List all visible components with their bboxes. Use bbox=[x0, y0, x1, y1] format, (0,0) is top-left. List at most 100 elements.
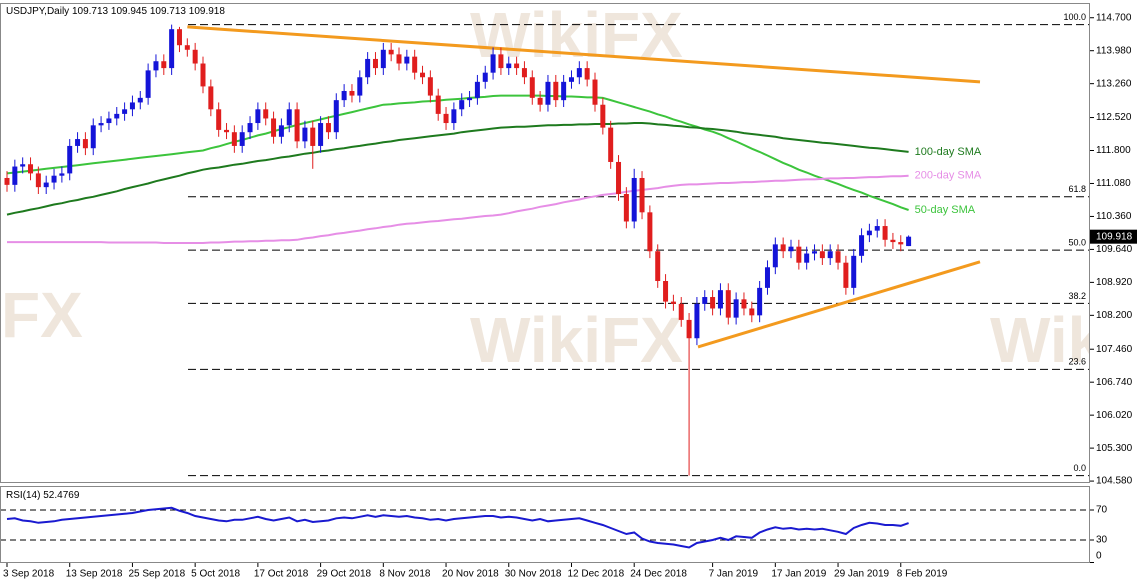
main-plot: 100.0 61.8 50.0 38.2 23.6 0.0 bbox=[4, 12, 1089, 477]
x-tick-label: 12 Dec 2018 bbox=[567, 569, 624, 580]
candle-body bbox=[90, 125, 96, 149]
rsi-title: RSI(14) bbox=[6, 490, 40, 501]
candle-body bbox=[655, 251, 661, 282]
candle-body bbox=[749, 308, 755, 316]
candle-body bbox=[890, 239, 896, 243]
candle-body bbox=[474, 81, 480, 98]
candle-body bbox=[435, 95, 441, 114]
candle-body bbox=[498, 54, 504, 69]
candle-body bbox=[145, 70, 151, 98]
candle-body bbox=[349, 90, 355, 96]
x-tick-label: 17 Jan 2019 bbox=[771, 569, 826, 580]
rsi-line bbox=[6, 506, 909, 549]
y-tick-label: 108.200 bbox=[1096, 310, 1133, 321]
rsi-header: RSI(14) 52.4769 bbox=[6, 490, 80, 501]
candle-body bbox=[529, 77, 535, 98]
candle-body bbox=[663, 281, 669, 302]
candle-body bbox=[404, 56, 410, 64]
candle-body bbox=[12, 166, 18, 185]
y-tick-label: 112.520 bbox=[1096, 112, 1132, 123]
y-tick-label: 110.360 bbox=[1096, 211, 1132, 222]
watermark: WikiFX bbox=[0, 279, 83, 351]
candle-body bbox=[584, 68, 590, 80]
candle-body bbox=[623, 194, 629, 222]
candle-body bbox=[263, 109, 269, 119]
candle-body bbox=[851, 255, 857, 288]
y-tick-label: 106.740 bbox=[1096, 377, 1133, 388]
watermark: WikiFX bbox=[470, 304, 683, 376]
candle-body bbox=[443, 113, 449, 124]
candle-body bbox=[835, 251, 841, 263]
candle-body bbox=[647, 212, 653, 252]
y-tick-label: 113.260 bbox=[1096, 78, 1132, 89]
candle-body bbox=[341, 90, 347, 101]
candle-body bbox=[380, 49, 386, 69]
candle-body bbox=[318, 123, 324, 146]
candle-body bbox=[4, 177, 10, 185]
y-tick-label: 70 bbox=[1096, 505, 1108, 516]
candle-body bbox=[372, 58, 378, 69]
x-tick-label: 8 Feb 2019 bbox=[897, 569, 948, 580]
price-tag-label: 109.918 bbox=[1096, 231, 1133, 242]
candle-body bbox=[427, 77, 433, 96]
x-tick-label: 17 Oct 2018 bbox=[254, 569, 309, 580]
candle-body bbox=[239, 132, 245, 146]
candle-body bbox=[294, 109, 300, 142]
candle-body bbox=[608, 127, 614, 162]
candle-body bbox=[616, 161, 622, 195]
x-tick-label: 3 Sep 2018 bbox=[3, 569, 55, 580]
y-tick-label: 107.460 bbox=[1096, 344, 1133, 355]
candle-body bbox=[725, 290, 731, 318]
candle-body bbox=[898, 242, 904, 245]
candle-body bbox=[231, 132, 237, 146]
candle-body bbox=[302, 127, 308, 142]
candle-body bbox=[545, 81, 551, 105]
candle-body bbox=[420, 72, 426, 78]
candle-body bbox=[98, 123, 104, 126]
candle-body bbox=[764, 267, 770, 288]
candle-body bbox=[882, 226, 888, 240]
candle-body bbox=[804, 253, 810, 263]
sma-line bbox=[6, 122, 909, 216]
candle-body bbox=[310, 127, 316, 146]
fib-label: 0.0 bbox=[1073, 463, 1086, 473]
candle-body bbox=[631, 177, 637, 222]
candle-body bbox=[694, 303, 700, 339]
candle-body bbox=[208, 86, 214, 110]
fib-label: 50.0 bbox=[1068, 237, 1086, 247]
fib-label: 100.0 bbox=[1063, 12, 1086, 22]
candle-body bbox=[812, 251, 818, 254]
candle-body bbox=[122, 109, 128, 114]
candle-body bbox=[75, 139, 81, 146]
sma-line bbox=[7, 174, 909, 244]
y-tick-label: 114.700 bbox=[1096, 12, 1132, 23]
candle-body bbox=[506, 63, 512, 69]
header-high: 109.945 bbox=[111, 6, 148, 17]
candle-body bbox=[161, 61, 167, 69]
candle-body bbox=[137, 97, 143, 103]
x-tick-label: 20 Nov 2018 bbox=[442, 569, 499, 580]
candle-body bbox=[325, 123, 331, 133]
candle-body bbox=[796, 246, 802, 263]
candle-body bbox=[639, 177, 645, 213]
header-low: 109.713 bbox=[150, 6, 187, 17]
candle-body bbox=[819, 251, 825, 259]
candle-body bbox=[874, 226, 880, 231]
candle-body bbox=[192, 49, 198, 64]
header-open: 109.713 bbox=[72, 6, 109, 17]
x-tick-label: 30 Nov 2018 bbox=[505, 569, 562, 580]
sma-line bbox=[6, 94, 909, 211]
trend-line bbox=[187, 25, 981, 84]
candle-body bbox=[859, 235, 865, 256]
x-tick-label: 8 Nov 2018 bbox=[379, 569, 431, 580]
candle-body bbox=[82, 139, 88, 149]
symbol: USDJPY,Daily bbox=[6, 6, 69, 17]
candle-body bbox=[553, 81, 559, 101]
candle-body bbox=[271, 118, 277, 137]
fib-label: 23.6 bbox=[1068, 357, 1086, 367]
y-tick-label: 105.300 bbox=[1096, 443, 1133, 454]
legend-label: 50-day SMA bbox=[915, 204, 976, 216]
candle-body bbox=[365, 58, 371, 78]
candle-body bbox=[514, 63, 520, 69]
candle-body bbox=[702, 297, 708, 304]
